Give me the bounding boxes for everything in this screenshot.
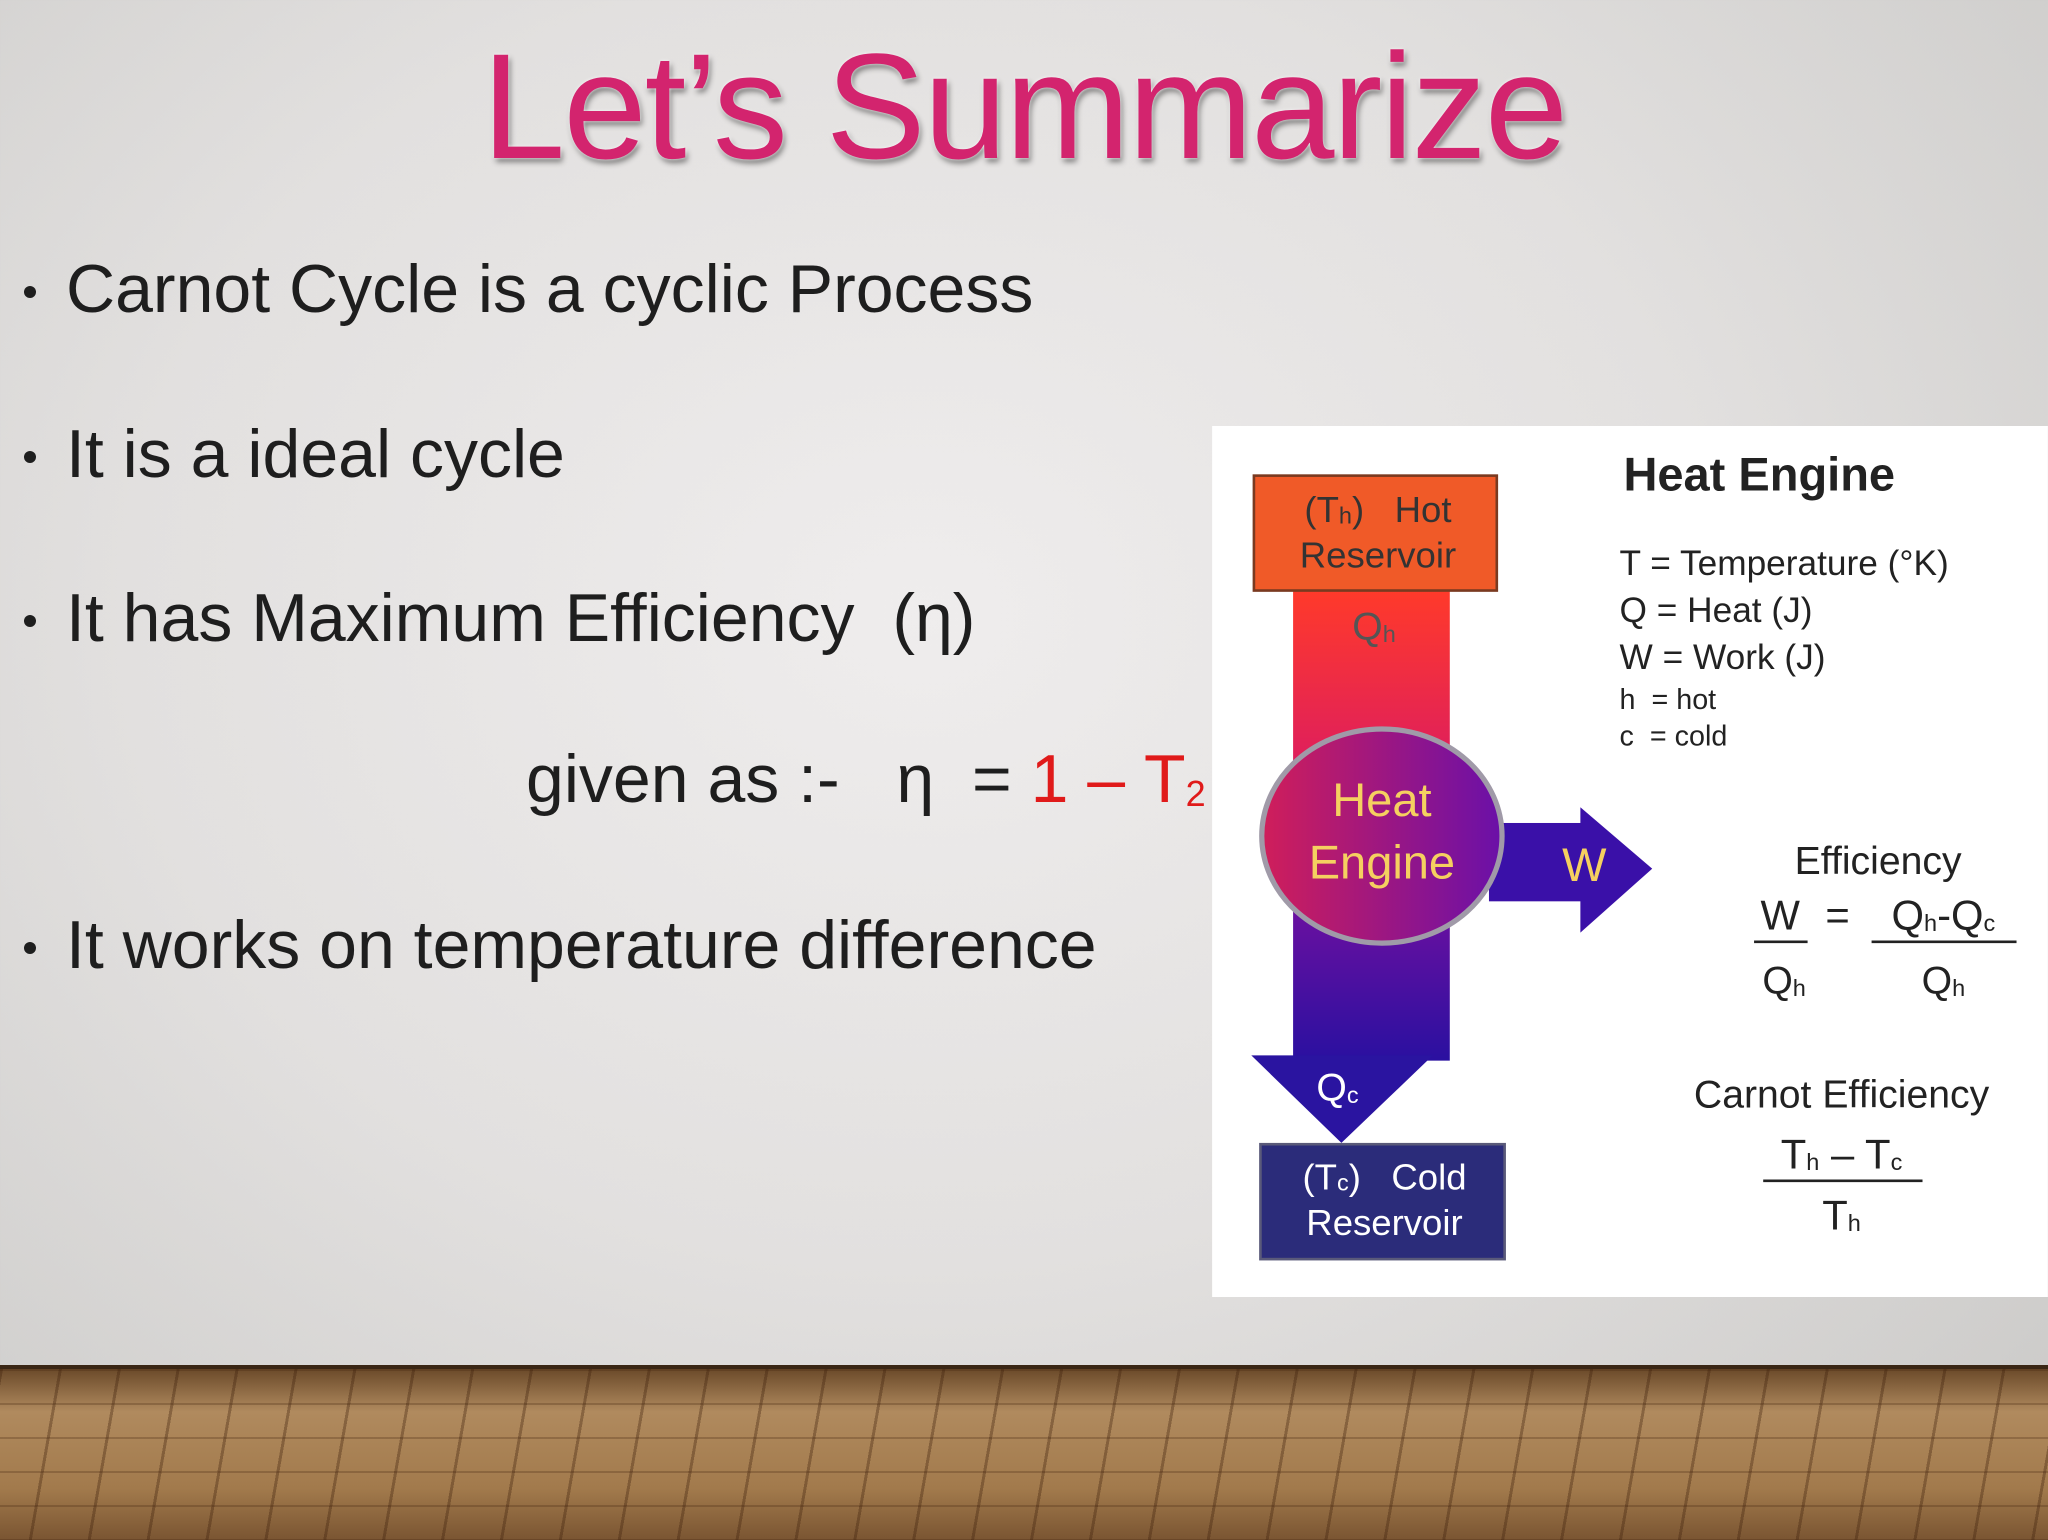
bullet-dot — [24, 615, 36, 627]
label-sub: h — [1924, 910, 1937, 936]
label-part: Q — [1316, 1067, 1346, 1110]
cold-label: Reservoir — [1306, 1202, 1462, 1243]
engine-label: Heat — [1332, 773, 1431, 826]
qh-label: Qh — [1352, 606, 1396, 649]
legend-item: c = cold — [1620, 721, 1728, 753]
label-part: Q — [1762, 960, 1792, 1003]
hot-label: (Th) Hot — [1304, 489, 1451, 530]
bullet-text: It is a ideal cycle — [66, 416, 565, 492]
legend-item: Q = Heat (J) — [1620, 591, 1813, 630]
carnot-num: Th – Tc — [1781, 1130, 1903, 1177]
work-arrow-head — [1580, 807, 1653, 933]
label-part: Q — [1352, 606, 1382, 649]
bullet-dot — [24, 942, 36, 954]
bullet-text: It works on temperature difference — [66, 907, 1097, 983]
efficiency-den: Qh — [1922, 960, 1966, 1003]
label-part: T — [1822, 1192, 1848, 1239]
bullet-text: It has Maximum Efficiency (η) — [66, 580, 976, 656]
label-sub: h — [1339, 503, 1352, 529]
bullet-dot — [24, 451, 36, 463]
diagram-title: Heat Engine — [1623, 448, 1895, 501]
label-sub: h — [1952, 975, 1965, 1001]
engine-circle — [1259, 726, 1505, 946]
label-sub: h — [1383, 621, 1396, 647]
engine-label: Engine — [1309, 835, 1455, 888]
label-sub: c — [1347, 1082, 1359, 1108]
cold-reservoir — [1259, 1142, 1506, 1261]
label-part: (T — [1304, 489, 1339, 530]
label-part: Q — [1922, 960, 1952, 1003]
efficiency-den: Qh — [1762, 960, 1806, 1003]
label-part: (T — [1302, 1156, 1337, 1197]
carnot-den: Th — [1822, 1192, 1861, 1239]
legend-item: W = Work (J) — [1620, 638, 1826, 677]
hot-label: Reservoir — [1300, 535, 1456, 576]
label-part: ) Hot — [1352, 489, 1452, 530]
label-part: T — [1781, 1130, 1807, 1177]
work-label: W — [1562, 838, 1607, 891]
label-sub: h — [1793, 975, 1806, 1001]
label-part: Q — [1892, 891, 1925, 938]
qc-label: Qc — [1316, 1067, 1358, 1110]
heat-engine-diagram: (Th) Hot Reservoir Qh Heat Engine W Qc (… — [1212, 426, 2048, 1297]
label-sub: c — [1337, 1170, 1349, 1196]
bullet-text: Carnot Cycle is a cyclic Process — [66, 251, 1034, 327]
efficiency-num: Qh-Qc — [1892, 891, 1996, 938]
efficiency-eq: = — [1825, 891, 1849, 938]
legend-item: T = Temperature (°K) — [1620, 544, 1949, 583]
label-part: -Q — [1937, 891, 1983, 938]
efficiency-w: W — [1760, 891, 1800, 938]
carnot-title: Carnot Efficiency — [1694, 1074, 1990, 1117]
cold-label: (Tc) Cold — [1302, 1156, 1466, 1197]
wood-floor — [0, 1365, 2048, 1540]
formula: given as :- η = 1 – T2 / T — [526, 740, 1303, 818]
bullet-dot — [24, 286, 36, 298]
label-part: – T — [1819, 1130, 1890, 1177]
hot-reservoir — [1252, 474, 1499, 592]
label-part: ) Cold — [1349, 1156, 1467, 1197]
legend-item: h = hot — [1620, 684, 1717, 716]
formula-sub: 2 — [1185, 773, 1206, 814]
down-arrow-head — [1251, 1055, 1433, 1143]
efficiency-title: Efficiency — [1795, 840, 1962, 883]
label-sub: c — [1984, 910, 1996, 936]
formula-prefix: given as :- η = — [526, 741, 1031, 817]
label-sub: h — [1806, 1149, 1819, 1175]
formula-expr: 1 – T — [1030, 741, 1186, 817]
slide-title: Let’s Summarize — [481, 22, 1568, 190]
label-sub: c — [1891, 1149, 1903, 1175]
label-sub: h — [1848, 1210, 1861, 1236]
